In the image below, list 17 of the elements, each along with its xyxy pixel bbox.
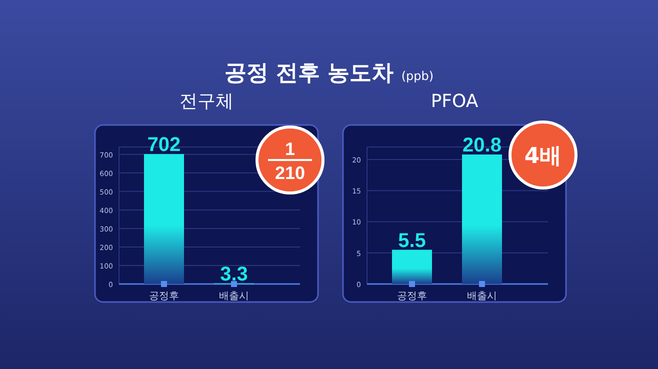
- x-tick-label: 공정후: [149, 291, 179, 302]
- annotation: 210: [274, 163, 306, 183]
- chart-title: 전구체: [180, 91, 234, 112]
- data-label: 5.5: [398, 230, 426, 252]
- text: 공정 전후 농도차: [224, 61, 402, 86]
- chart-title: PFOA: [430, 91, 479, 112]
- badge: 1 210: [256, 126, 324, 194]
- text: (ppb): [401, 69, 434, 83]
- data-label: 702: [147, 134, 181, 156]
- badge: 4배: [508, 120, 578, 190]
- annotation: 4배: [524, 144, 562, 169]
- data-label: 3.3: [220, 263, 248, 286]
- data-label: 20.8: [462, 134, 502, 156]
- x-tick-label: 배출시: [467, 291, 497, 302]
- x-tick-label: 공정후: [397, 291, 427, 302]
- x-tick-label: 배출시: [219, 291, 249, 302]
- annotation: 1: [284, 139, 296, 159]
